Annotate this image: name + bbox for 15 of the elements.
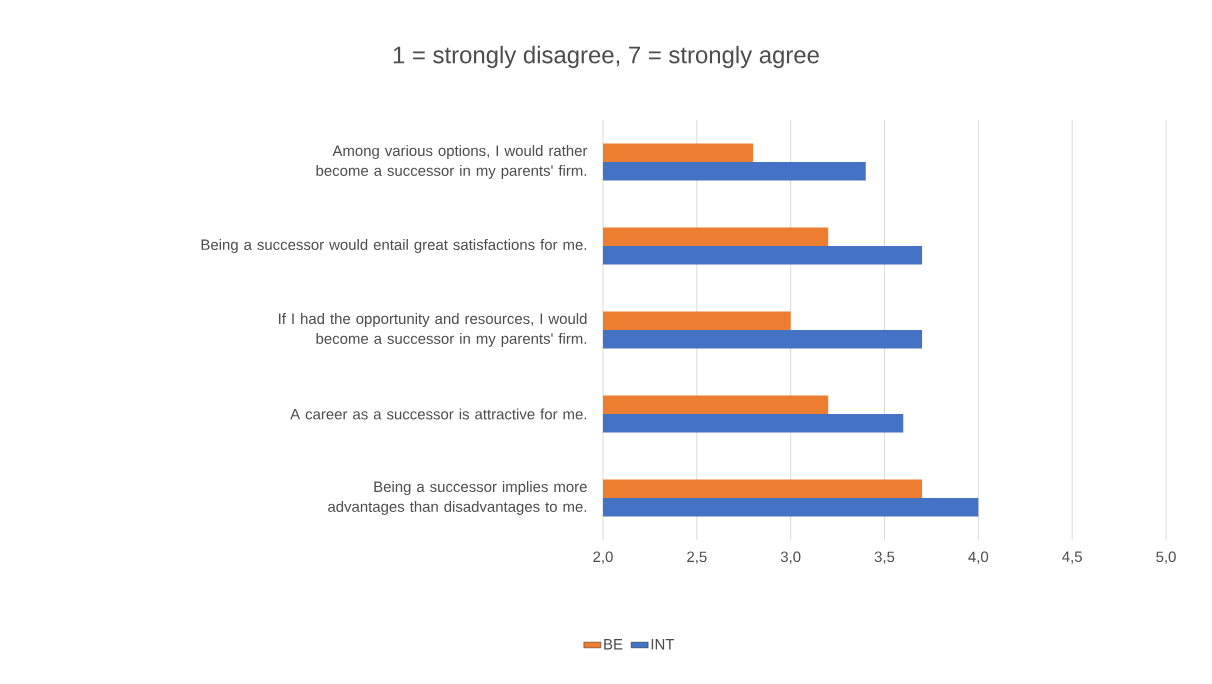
x-tick-label: 5,0 (1156, 551, 1176, 564)
x-tick-label: 2,0 (593, 551, 613, 564)
chart-title: 1 = strongly disagree, 7 = strongly agree (393, 45, 819, 69)
legend-label: BE (604, 639, 623, 650)
y-tick-label: If I had the opportunity and resources, I would become a successor in my parents' firm. (279, 313, 587, 347)
legend-label: INT (651, 639, 675, 650)
x-tick-label: 4,0 (968, 551, 989, 564)
x-tick-label: 3,5 (874, 551, 895, 564)
x-tick-label: 3,0 (780, 551, 801, 564)
y-tick-label: Being a successor implies more advantages than disadvantages to me. (328, 481, 587, 515)
x-tick-label: 2,5 (687, 551, 707, 564)
y-tick-label: Being a successor would entail great satisfactions for me. (201, 239, 587, 253)
x-tick-label: 4,5 (1062, 551, 1082, 564)
y-tick-label: Among various options, I would rather become a successor in my parents' firm. (316, 145, 588, 179)
y-tick-label: A career as a successor is attractive for me. (290, 408, 587, 420)
